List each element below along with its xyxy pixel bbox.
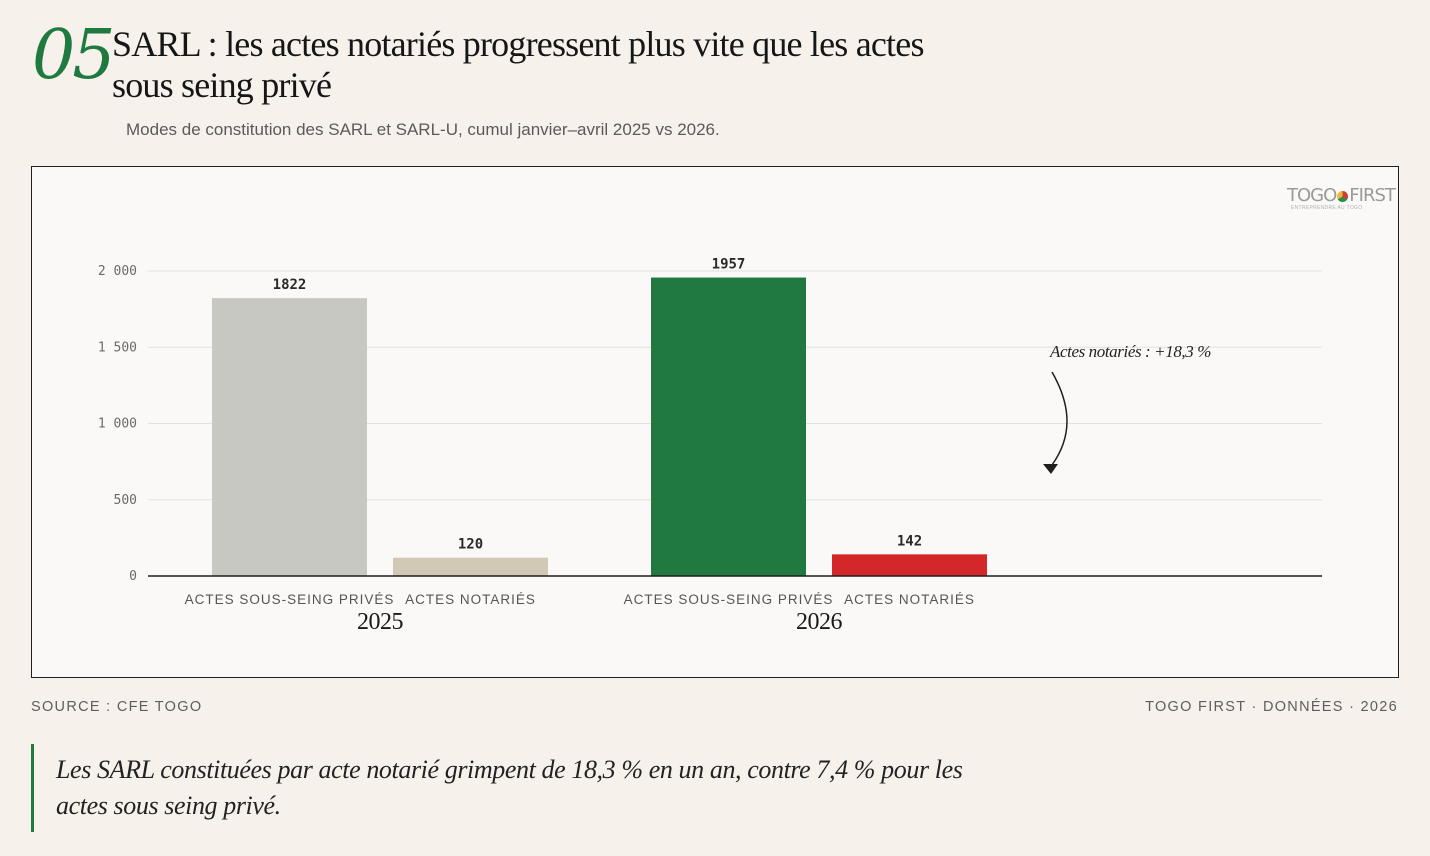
bar xyxy=(832,554,987,576)
x-group-label: 2025 xyxy=(357,609,404,635)
y-tick-label: 1 500 xyxy=(98,340,137,355)
x-category-label: ACTES NOTARIÉS xyxy=(844,592,975,607)
bar xyxy=(651,277,806,576)
globe-icon xyxy=(1337,191,1349,202)
y-tick-label: 0 xyxy=(129,569,137,584)
credit-note: TOGO FIRST · DONNÉES · 2026 xyxy=(1145,699,1398,715)
bar-chart: 0 500 1 000 1 500 2 000 1822 ACTES SOUS-SEING … xyxy=(98,257,1322,635)
bar xyxy=(212,298,367,576)
y-tick-label: 2 000 xyxy=(98,264,137,279)
bar-value-label: 1957 xyxy=(712,257,746,273)
togo-first-logo: TOGO FIRST ENTREPRENDRE AU TOGO xyxy=(1287,185,1396,211)
pull-quote-text: Les SARL constituées par acte notarié gr… xyxy=(56,755,963,820)
x-category-label: ACTES SOUS-SEING PRIVÉS xyxy=(185,592,395,607)
chart-subtitle: Modes de constitution des SARL et SARL-U… xyxy=(126,120,720,139)
y-tick-label: 1 000 xyxy=(98,417,137,432)
y-tick-label: 500 xyxy=(114,493,137,508)
x-category-label: ACTES SOUS-SEING PRIVÉS xyxy=(624,592,834,607)
source-note: SOURCE : CFE TOGO xyxy=(31,699,203,715)
pull-quote: Les SARL constituées par acte notarié gr… xyxy=(31,744,994,832)
bar xyxy=(393,557,548,576)
annotation-arrow xyxy=(1051,371,1068,466)
chart-title: SARL : les actes notariés progressent pl… xyxy=(112,24,924,105)
x-group-label: 2026 xyxy=(796,609,843,635)
x-category-label: ACTES NOTARIÉS xyxy=(405,592,536,607)
annotation-label: Actes notariés : +18,3 % xyxy=(1049,342,1211,361)
chart-panel: TOGO FIRST ENTREPRENDRE AU TOGO 0 500 1 000… xyxy=(31,166,1399,678)
bar-value-label: 1822 xyxy=(273,277,307,293)
bar-value-label: 120 xyxy=(458,537,483,553)
bar-value-label: 142 xyxy=(897,533,922,549)
chart-number: 05 xyxy=(32,16,116,95)
annotation-arrowhead xyxy=(1043,464,1058,474)
